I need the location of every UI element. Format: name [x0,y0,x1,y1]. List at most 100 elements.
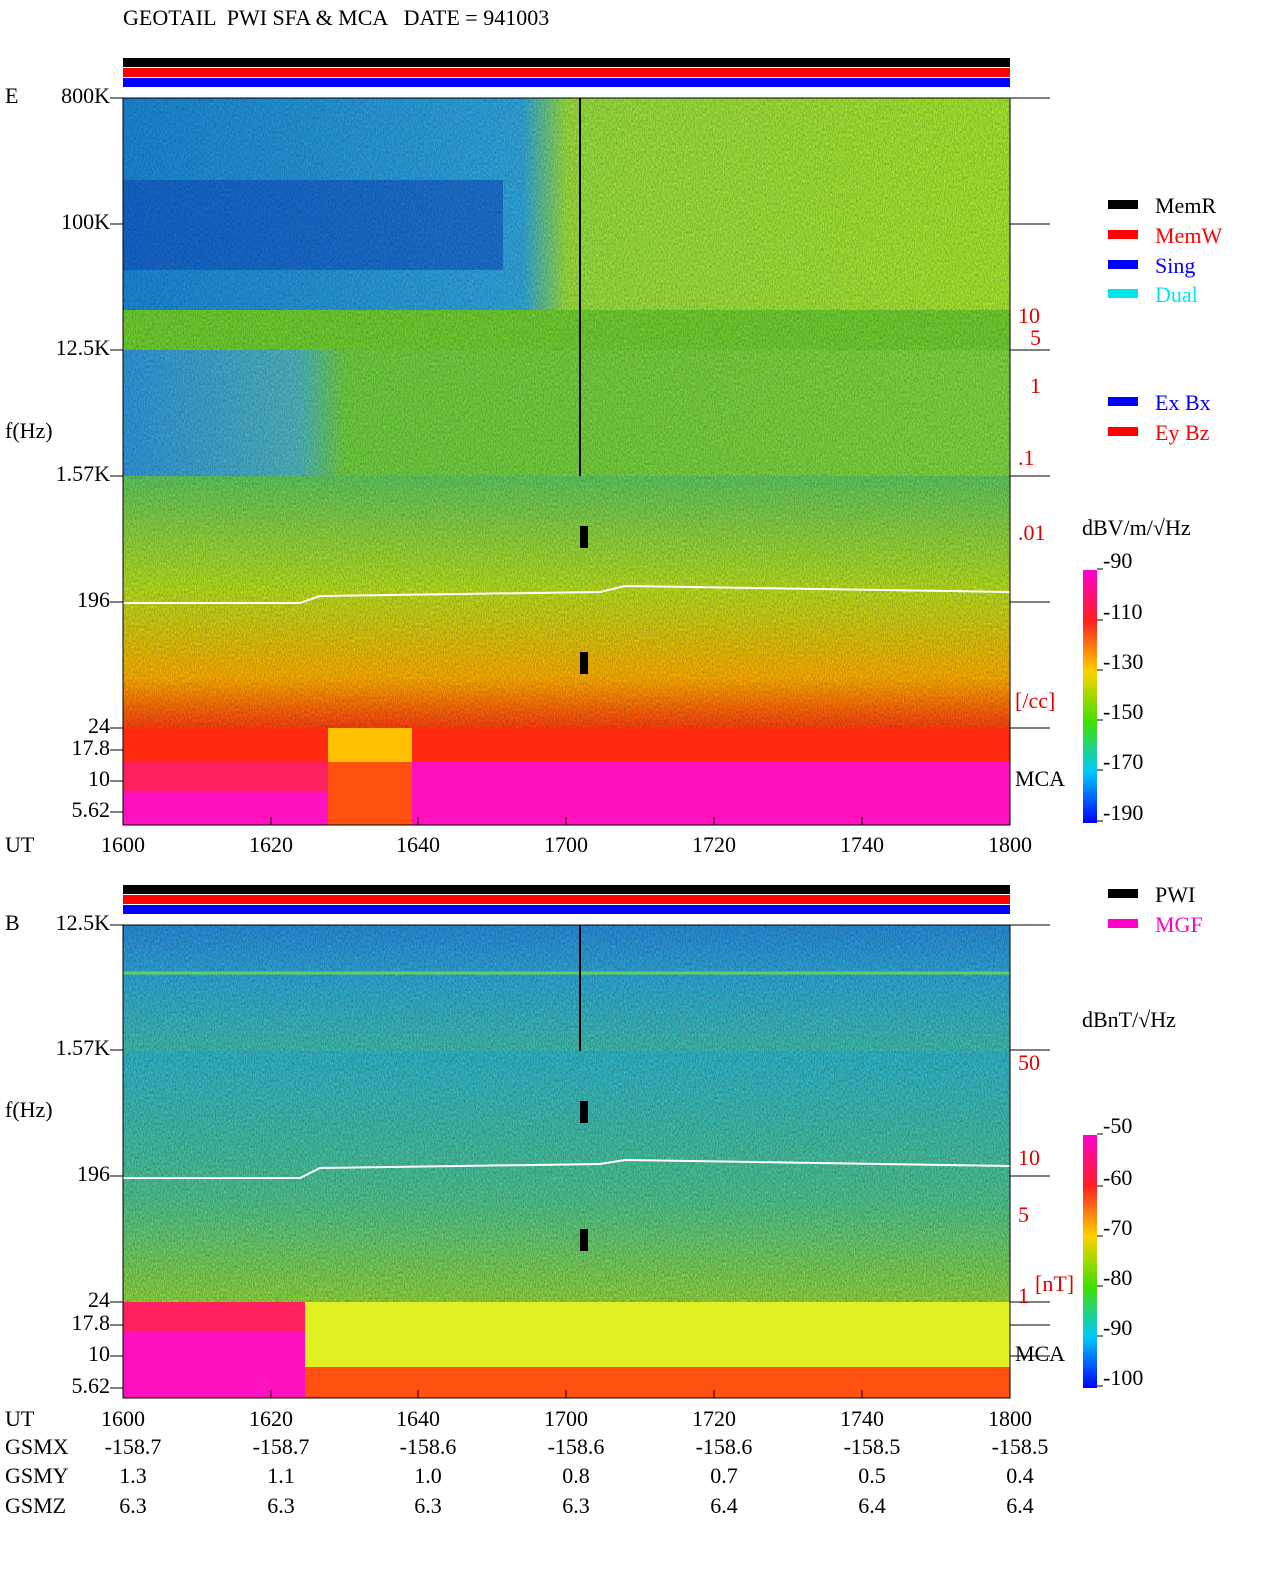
legend-label: MGF [1155,912,1203,937]
time-tick-label: 1620 [249,832,293,857]
time-tick-label: 1640 [396,1406,440,1431]
time-tick-label: 1700 [544,1406,588,1431]
colorbar-tick-label: -90 [1103,1315,1132,1340]
orbit-value: 6.3 [562,1493,590,1518]
title: GEOTAIL PWI SFA & MCA DATE = 941003 [123,5,549,30]
scale-label: 10 [1018,303,1040,328]
scale-label: 50 [1018,1050,1040,1075]
freq-label: 12.5K [56,910,111,935]
legend-swatch [1108,427,1138,436]
orbit-value: 6.4 [1006,1493,1034,1518]
scale-label: [nT] [1035,1271,1074,1296]
spectrogram-e [123,98,1011,825]
colorbar-title: dBV/m/√Hz [1082,515,1191,540]
legend-label: PWI [1155,882,1195,907]
freq-label: 5.62 [72,797,111,822]
axis-label: f(Hz) [5,418,53,443]
orbit-value: 0.5 [858,1463,886,1488]
colorbar-tick-label: -60 [1103,1165,1132,1190]
colorbar-tick-label: -90 [1103,548,1132,573]
legend-swatch [1108,200,1138,209]
panel-label: B [5,910,20,935]
legend-label: MemW [1155,223,1222,248]
mca-label: MCA [1015,766,1065,791]
legend-label: Dual [1155,282,1198,307]
orbit-value: 6.4 [710,1493,738,1518]
colorbar-tick-label: -130 [1103,649,1143,674]
status-bars [123,58,1097,1388]
freq-label: 17.8 [72,1310,111,1335]
legend-swatch [1108,260,1138,269]
legend-swatch [1108,397,1138,406]
orbit-value: 6.4 [858,1493,886,1518]
time-label: UT [5,1406,35,1431]
time-tick-label: 1720 [692,832,736,857]
orbit-value: 0.8 [562,1463,590,1488]
orbit-value: -158.5 [992,1434,1049,1459]
orbit-value: 6.3 [267,1493,295,1518]
freq-label: 5.62 [72,1373,111,1398]
freq-label: 10 [88,766,110,791]
freq-label: 24 [88,1287,110,1312]
orbit-value: 1.1 [267,1463,295,1488]
time-tick-label: 1700 [544,832,588,857]
scale-label: 1 [1030,373,1041,398]
orbit-value: 0.7 [710,1463,738,1488]
colorbar-tick-label: -50 [1103,1113,1132,1138]
axis-label: f(Hz) [5,1097,53,1122]
legend-label: Ey Bz [1155,420,1210,445]
scale-label: 1 [1018,1283,1029,1308]
spectrogram-b [123,925,1011,1398]
legend-label: Sing [1155,253,1195,278]
freq-label: 17.8 [72,735,111,760]
freq-label: 1.57K [56,1035,111,1060]
orbit-name: GSMX [5,1434,69,1459]
colorbar-tick-label: -100 [1103,1365,1143,1390]
orbit-value: -158.5 [844,1434,901,1459]
orbit-value: -158.6 [400,1434,457,1459]
panel-label: E [5,83,18,108]
legend-swatch [1108,919,1138,928]
scale-label: 10 [1018,1145,1040,1170]
legend-label: Ex Bx [1155,390,1211,415]
mca-label: MCA [1015,1341,1065,1366]
time-tick-label: 1640 [396,832,440,857]
time-tick-label: 1600 [101,832,145,857]
orbit-value: 0.4 [1006,1463,1034,1488]
scale-label: 5 [1018,1202,1029,1227]
orbit-value: -158.6 [696,1434,753,1459]
colorbar-tick-label: -80 [1103,1265,1132,1290]
time-label: UT [5,832,35,857]
orbit-name: GSMY [5,1463,69,1488]
freq-label: 196 [77,1161,110,1186]
orbit-value: 1.0 [414,1463,442,1488]
freq-label: 12.5K [56,335,111,360]
orbit-value: -158.6 [548,1434,605,1459]
scale-label: 5 [1030,325,1041,350]
freq-label: 800K [61,83,110,108]
legend-swatch [1108,230,1138,239]
freq-label: 196 [77,587,110,612]
scale-label: .01 [1018,520,1046,545]
freq-label: 10 [88,1341,110,1366]
legend-swatch [1108,289,1138,298]
time-tick-label: 1600 [101,1406,145,1431]
colorbar-title: dBnT/√Hz [1082,1007,1176,1032]
legend-swatch [1108,889,1138,898]
time-tick-label: 1720 [692,1406,736,1431]
colorbar-tick-label: -110 [1103,599,1143,624]
time-tick-label: 1740 [840,832,884,857]
colorbar-tick-label: -170 [1103,749,1143,774]
scale-label: .1 [1018,445,1035,470]
time-tick-label: 1740 [840,1406,884,1431]
colorbar-tick-label: -190 [1103,800,1143,825]
time-tick-label: 1800 [988,832,1032,857]
orbit-value: 6.3 [119,1493,147,1518]
freq-label: 24 [88,713,110,738]
orbit-value: -158.7 [105,1434,162,1459]
freq-label: 1.57K [56,461,111,486]
orbit-name: GSMZ [5,1493,66,1518]
freq-label: 100K [61,209,110,234]
colorbar-tick-label: -150 [1103,699,1143,724]
